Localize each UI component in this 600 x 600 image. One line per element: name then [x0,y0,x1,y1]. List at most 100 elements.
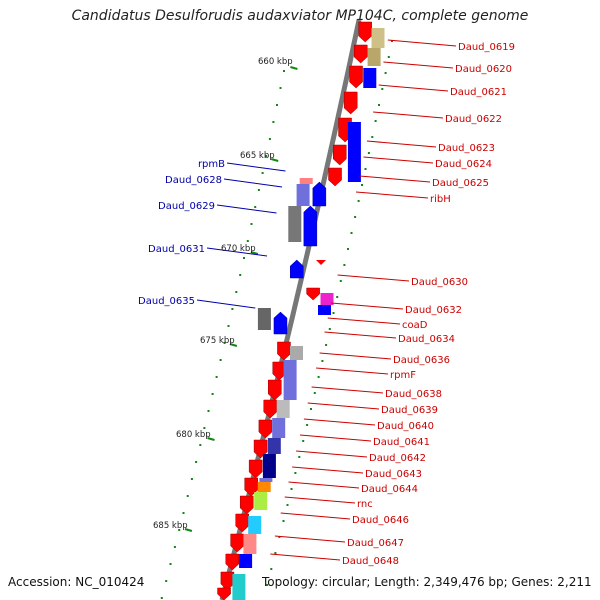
tick-dot-inner [371,136,374,138]
reverse-gene-arrow [358,21,372,43]
tick-dot-inner [274,552,277,554]
tick-dot-outer [165,580,168,582]
tick-dot-outer [276,104,278,106]
tick-dot-inner [347,248,349,250]
gene-box-olive [371,28,385,48]
gene-box-colored [239,554,253,568]
gene-label-daud-0629[interactable]: Daud_0629 [158,201,215,212]
tick-dot-inner [367,152,370,154]
gene-label-daud-0640[interactable]: Daud_0640 [377,421,434,432]
backbone-line [219,19,362,600]
kbp-label-680: 680 kbp [176,430,211,440]
reverse-gene-arrow [349,65,363,89]
tick-dot-outer [272,121,275,123]
gene-label-daud-0636[interactable]: Daud_0636 [393,355,450,366]
label-leader-line [299,434,372,442]
reverse-gene-arrow [332,144,347,166]
tick-dot-outer [250,223,253,225]
gene-box-pink [299,178,313,184]
reverse-gene-arrow [225,553,240,571]
label-leader-line [337,274,410,282]
tick-dot-outer [190,478,193,480]
gene-box-colored [257,482,271,492]
gene-label-daud-0624[interactable]: Daud_0624 [435,159,492,170]
gene-label-rnc[interactable]: rnc [357,499,373,510]
gene-label-ribh[interactable]: ribH [430,194,451,205]
gene-label-daud-0631[interactable]: Daud_0631 [148,244,205,255]
genome-backbone [219,19,362,600]
gene-label-daud-0646[interactable]: Daud_0646 [352,515,409,526]
tick-dot-inner [290,488,293,490]
gene-label-daud-0643[interactable]: Daud_0643 [365,469,422,480]
tick-dot-outer [243,257,245,259]
tick-dot-outer [186,495,189,497]
tick-dot-outer [231,308,234,310]
gene-box-magenta [320,293,334,305]
gene-label-daud-0639[interactable]: Daud_0639 [381,405,438,416]
kbp-label-670: 670 kbp [221,244,256,254]
tick-dot-inner [328,328,331,330]
reverse-gene-arrow [217,587,231,600]
tick-dot-inner [378,104,380,106]
tick-dot-inner [336,296,339,298]
reverse-gene-arrow [239,495,254,515]
label-leader-line [366,140,437,148]
tick-dot-outer [203,427,206,429]
tick-dot-inner [350,232,353,234]
reverse-gene-arrow [268,379,282,401]
gene-label-daud-0642[interactable]: Daud_0642 [369,453,426,464]
label-leader-line [270,553,341,561]
label-leader-line [331,302,404,310]
gene-label-daud-0619[interactable]: Daud_0619 [458,42,515,53]
label-leader-line [359,175,431,183]
gene-box-colored [272,418,286,438]
gene-label-daud-0625[interactable]: Daud_0625 [432,178,489,189]
forward-gene-arrow [273,311,288,335]
kbp-major-tick [207,437,215,441]
tick-dot-outer [279,87,282,89]
gene-features [217,21,385,600]
gene-label-daud-0638[interactable]: Daud_0638 [385,389,442,400]
gene-label-rpmb[interactable]: rpmB [198,159,225,170]
tick-dot-outer [261,172,264,174]
tick-dot-outer [199,444,202,446]
gene-label-rpmf[interactable]: rpmF [390,370,416,381]
gene-label-daud-0635[interactable]: Daud_0635 [138,296,195,307]
kbp-major-tick [290,66,298,70]
tick-dot-outer [169,563,172,565]
kbp-label-685: 685 kbp [153,521,188,531]
gene-label-daud-0632[interactable]: Daud_0632 [405,305,462,316]
gene-box-blue-long [347,122,361,182]
tick-dot-inner [286,504,289,506]
gene-label-daud-0621[interactable]: Daud_0621 [450,87,507,98]
tick-dot-inner [343,264,346,266]
gene-label-daud-0634[interactable]: Daud_0634 [398,334,455,345]
gene-label-daud-0641[interactable]: Daud_0641 [373,437,430,448]
gene-label-daud-0647[interactable]: Daud_0647 [347,538,404,549]
label-leader-line [206,247,268,257]
gene-label-daud-0620[interactable]: Daud_0620 [455,64,512,75]
tick-dot-inner [325,344,328,346]
gene-label-daud-0644[interactable]: Daud_0644 [361,484,418,495]
genome-stats-text: Topology: circular; Length: 2,349,476 bp… [262,575,592,589]
tick-dot-outer [268,138,271,140]
gene-label-daud-0622[interactable]: Daud_0622 [445,114,502,125]
gene-label-daud-0628[interactable]: Daud_0628 [165,175,222,186]
tick-dot-inner [306,424,309,426]
gene-label-daud-0623[interactable]: Daud_0623 [438,143,495,154]
tick-dot-outer [227,325,230,327]
tick-dot-outer [246,240,249,242]
gene-label-daud-0630[interactable]: Daud_0630 [411,277,468,288]
reverse-gene-arrow [343,91,358,115]
tick-dot-inner [384,72,387,74]
reverse-gene-arrow [306,287,320,301]
tick-dot-outer [195,461,198,463]
tick-dot-inner [282,520,285,522]
kbp-major-tick [270,158,279,162]
gene-label-daud-0648[interactable]: Daud_0648 [342,556,399,567]
label-leader-line [324,331,397,339]
tick-dot-inner [278,536,281,538]
reverse-gene-arrow [235,513,249,533]
gene-label-coad[interactable]: coaD [402,320,428,331]
